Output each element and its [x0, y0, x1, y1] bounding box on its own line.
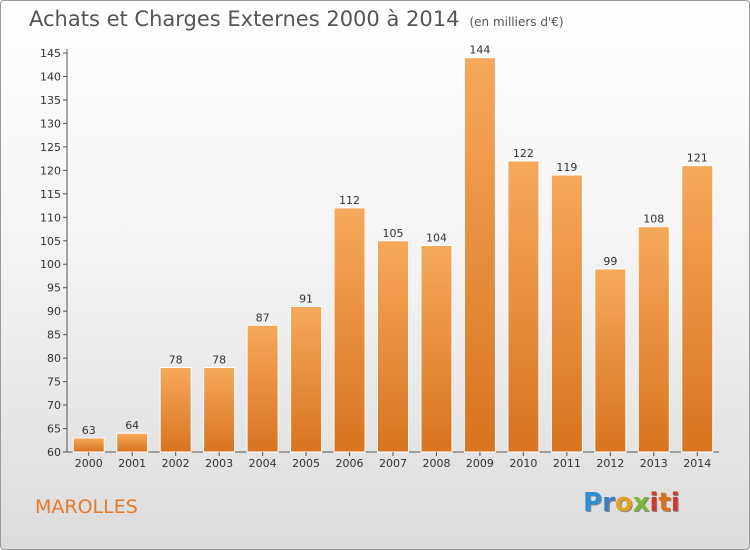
y-tick-label: 140 [40, 70, 61, 83]
x-tick-label: 2010 [509, 457, 537, 470]
y-tick-label: 120 [40, 164, 61, 177]
bar [420, 244, 453, 453]
bar [594, 268, 627, 453]
y-tick-label: 135 [40, 94, 61, 107]
bar [637, 226, 670, 453]
x-tick-label: 2002 [162, 457, 190, 470]
bar-value-label: 64 [125, 419, 139, 432]
bar [550, 174, 583, 453]
x-tick-label: 2012 [596, 457, 624, 470]
y-tick-label: 115 [40, 188, 61, 201]
x-tick-label: 2003 [205, 457, 233, 470]
y-tick-label: 80 [47, 352, 61, 365]
commune-name: MAROLLES [35, 496, 138, 518]
y-tick-label: 95 [47, 282, 61, 295]
bar [246, 324, 279, 453]
bar-value-label: 78 [169, 354, 183, 367]
y-tick-label: 145 [40, 47, 61, 60]
bar-value-label: 121 [687, 152, 708, 165]
x-tick-label: 2014 [683, 457, 711, 470]
proxiti-logo: Proxiti [583, 488, 680, 518]
bar-value-label: 78 [212, 354, 226, 367]
y-tick-label: 65 [47, 423, 61, 436]
y-tick-label: 125 [40, 141, 61, 154]
y-tick-label: 90 [47, 305, 61, 318]
x-tick-label: 2011 [553, 457, 581, 470]
chart-title-text: Achats et Charges Externes 2000 à 2014 [29, 7, 460, 31]
bar-value-label: 105 [383, 227, 404, 240]
y-tick-label: 85 [47, 329, 61, 342]
bar-value-label: 108 [643, 213, 664, 226]
chart-subtitle: (en milliers d'€) [469, 15, 564, 29]
bar [463, 57, 496, 453]
bar-value-label: 91 [299, 292, 313, 305]
bar-value-label: 104 [426, 231, 447, 244]
bar [290, 305, 323, 453]
y-tick-label: 105 [40, 235, 61, 248]
bar-value-label: 112 [339, 194, 360, 207]
x-tick-label: 2009 [466, 457, 494, 470]
x-tick-label: 2004 [249, 457, 277, 470]
bar [507, 160, 540, 453]
x-tick-label: 2008 [422, 457, 450, 470]
y-tick-label: 130 [40, 117, 61, 130]
bar-value-label: 63 [82, 424, 96, 437]
x-tick-label: 2005 [292, 457, 320, 470]
bar [72, 437, 105, 453]
y-tick-label: 100 [40, 258, 61, 271]
x-tick-label: 2007 [379, 457, 407, 470]
bar [681, 165, 714, 453]
bar-value-label: 144 [469, 44, 490, 57]
bar [203, 367, 236, 453]
bar-value-label: 99 [603, 255, 617, 268]
x-tick-label: 2013 [640, 457, 668, 470]
bar-value-label: 87 [256, 311, 270, 324]
y-tick-label: 60 [47, 446, 61, 459]
x-tick-label: 2001 [118, 457, 146, 470]
bar [333, 207, 366, 453]
bar [377, 240, 409, 453]
bar [159, 367, 192, 453]
y-tick-label: 70 [47, 399, 61, 412]
y-tick-label: 110 [40, 211, 61, 224]
bar [116, 432, 149, 453]
bar-value-label: 119 [556, 161, 577, 174]
y-tick-label: 75 [47, 376, 61, 389]
x-tick-label: 2006 [336, 457, 364, 470]
x-tick-label: 2000 [75, 457, 103, 470]
chart-title: Achats et Charges Externes 2000 à 2014 (e… [29, 7, 564, 31]
bar-value-label: 122 [513, 147, 534, 160]
